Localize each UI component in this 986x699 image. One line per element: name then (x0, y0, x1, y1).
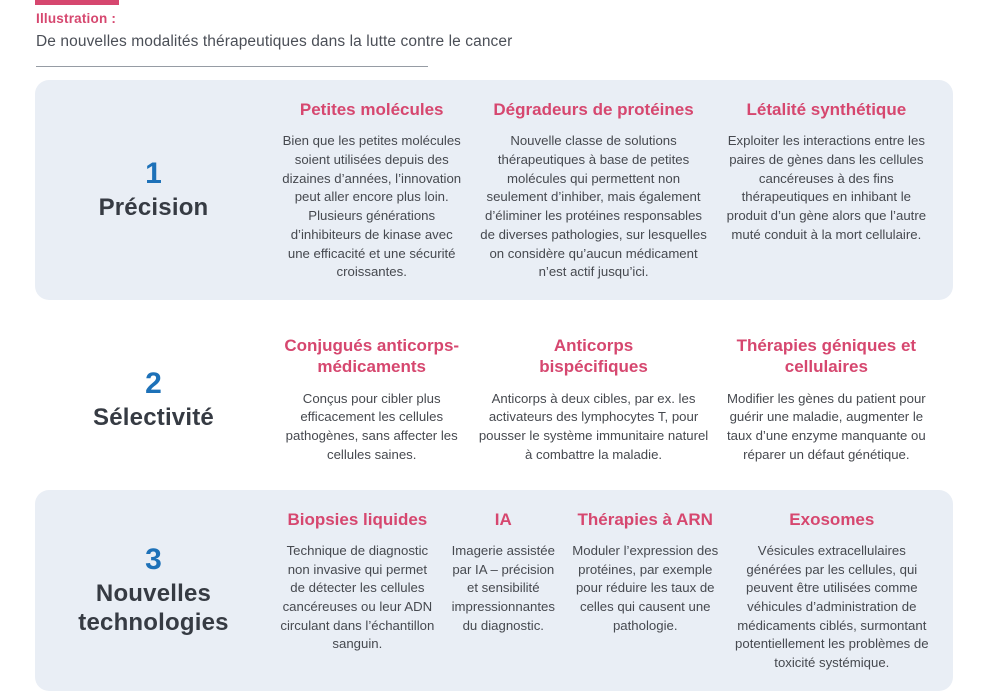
header-kicker: Illustration : (36, 11, 117, 26)
item-title: Biopsies liquides (287, 509, 428, 529)
item-body: Technique de diagnostic non invasive qui… (280, 542, 435, 652)
item-degradeurs-proteines: Dégradeurs de protéines Nouvelle classe … (471, 99, 715, 282)
row-number: 3 (145, 542, 162, 576)
item-title: Anticorps bispécifiques (539, 336, 648, 377)
row-label-block: 2 Sélectivité (35, 316, 272, 482)
item-body: Exploiter les interactions entre les pai… (726, 133, 927, 242)
item-conjugues-anticorps: Conjugués anticorps-médicaments Conçus p… (272, 335, 471, 464)
cropped-pink-bar (35, 0, 119, 5)
item-title: Exosomes (789, 509, 875, 529)
header-underline (36, 66, 428, 67)
item-body: Modifier les gènes du patient pour guéri… (726, 390, 926, 462)
item-body: Moduler l’expression des protéines, par … (572, 542, 719, 633)
row-precision: 1 Précision Petites molécules Bien que l… (35, 80, 953, 301)
item-title: Conjugués anticorps-médicaments (284, 336, 460, 377)
item-anticorps-bispecifiques: Anticorps bispécifiques Anticorps à deux… (471, 335, 715, 464)
item-therapies-arn: Thérapies à ARN Moduler l’expression des… (564, 509, 727, 673)
item-body: Imagerie assistée par IA – précision et … (451, 542, 555, 633)
row-label-block: 1 Précision (35, 80, 272, 300)
row-label-block: 3 Nouvelles technologies (35, 490, 272, 691)
row-items: Biopsies liquides Technique de diagnosti… (272, 490, 953, 691)
item-petites-molecules: Petites molécules Bien que les petites m… (272, 99, 471, 282)
item-title: IA (494, 509, 512, 529)
item-title: Thérapies à ARN (577, 509, 713, 529)
item-title: Létalité synthétique (746, 100, 907, 119)
item-biopsies-liquides: Biopsies liquides Technique de diagnosti… (272, 509, 443, 673)
item-exosomes: Exosomes Vésicules extracellulaires géné… (727, 509, 937, 673)
item-title: Dégradeurs de protéines (493, 100, 694, 119)
rows-container: 1 Précision Petites molécules Bien que l… (0, 80, 986, 691)
item-body: Anticorps à deux cibles, par ex. les act… (478, 390, 709, 462)
row-items: Conjugués anticorps-médicaments Conçus p… (272, 316, 953, 482)
item-body: Conçus pour cibler plus efficacement les… (285, 390, 458, 462)
item-therapies-geniques: Thérapies géniques et cellulaires Modifi… (716, 335, 937, 464)
item-letalite-synthetique: Létalité synthétique Exploiter les inter… (716, 99, 937, 282)
item-body: Vésicules extracellulaires générées par … (735, 542, 929, 671)
item-title: Thérapies géniques et cellulaires (736, 336, 917, 377)
row-items: Petites molécules Bien que les petites m… (272, 80, 953, 300)
item-body: Nouvelle classe de solutions thérapeutiq… (480, 133, 707, 280)
row-title: Sélectivité (93, 403, 214, 431)
row-title: Précision (98, 194, 209, 222)
header: Illustration : De nouvelles modalités th… (0, 0, 986, 67)
footer: Source : Candriam (0, 691, 986, 699)
item-ia: IA Imagerie assistée par IA – précision … (443, 509, 564, 673)
row-selectivite: 2 Sélectivité Conjugués anticorps-médica… (35, 316, 953, 482)
row-nouvelles-technologies: 3 Nouvelles technologies Biopsies liquid… (35, 489, 953, 691)
row-title: Nouvelles technologies (78, 579, 229, 637)
row-number: 1 (145, 157, 162, 191)
row-number: 2 (145, 366, 162, 400)
page-title: De nouvelles modalités thérapeutiques da… (36, 33, 513, 50)
item-title: Petites molécules (299, 100, 444, 119)
item-body: Bien que les petites molécules soient ut… (282, 133, 462, 280)
